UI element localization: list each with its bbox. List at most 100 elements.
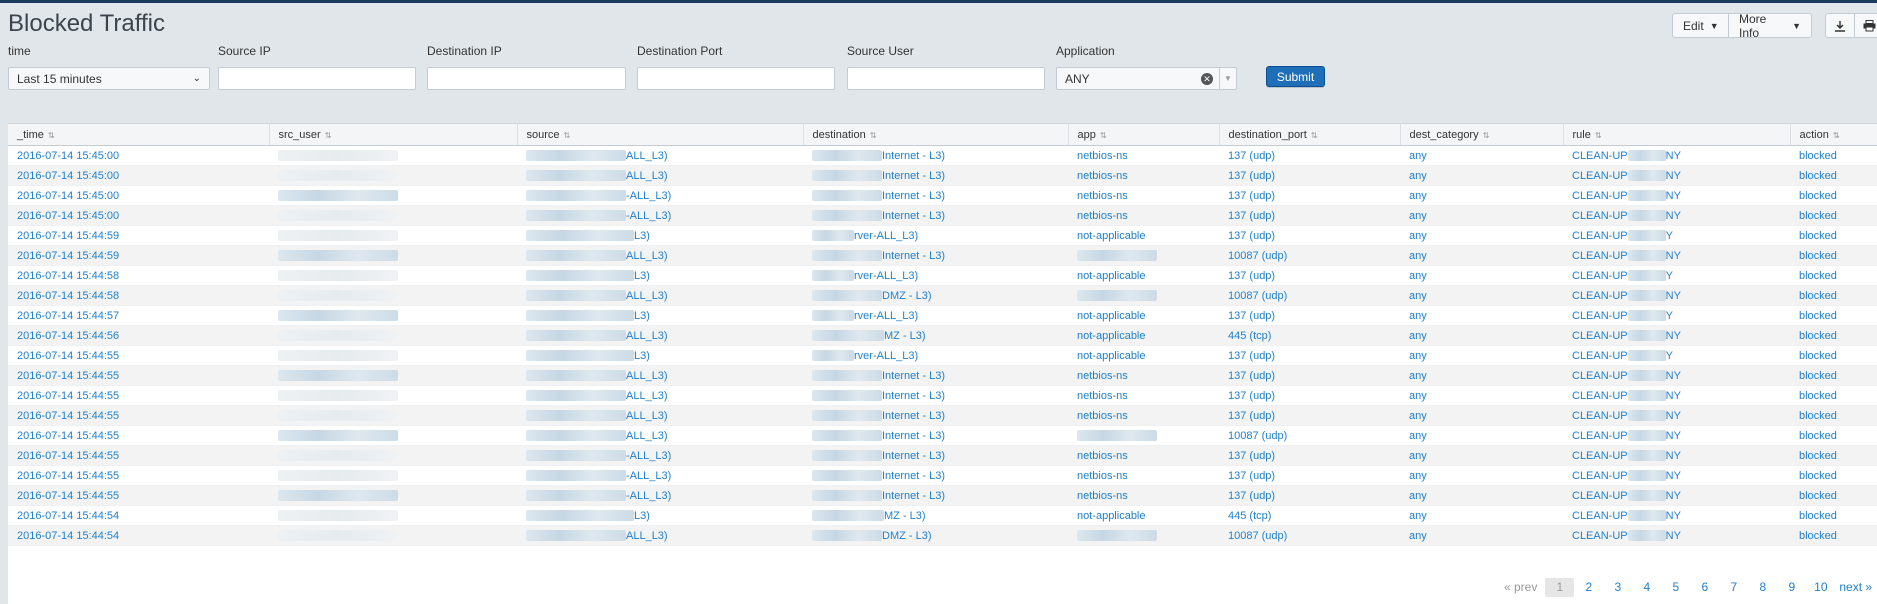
time-value[interactable]: 2016-07-14 15:44:55 [17, 409, 120, 422]
time-value[interactable]: 2016-07-14 15:45:00 [17, 189, 120, 202]
app-value[interactable]: netbios-ns [1077, 409, 1128, 422]
destination-port-value[interactable]: 10087 (udp) [1228, 249, 1288, 262]
cell-action[interactable]: blocked [1790, 305, 1877, 326]
cell-dest-category[interactable]: any [1400, 165, 1563, 186]
destination-value[interactable]: Internet - L3) [882, 449, 945, 462]
page-link-4[interactable]: 4 [1643, 579, 1651, 594]
cell-action[interactable]: blocked [1790, 225, 1877, 246]
cell-app[interactable] [1068, 285, 1219, 306]
clear-icon[interactable]: ✕ [1201, 72, 1213, 85]
rule-value[interactable]: CLEAN-UP [1572, 409, 1628, 422]
cell-dest-category[interactable]: any [1400, 325, 1563, 346]
source-value[interactable]: -ALL_L3) [626, 489, 672, 502]
dest-category-value[interactable]: any [1409, 529, 1427, 542]
app-value[interactable]: netbios-ns [1077, 449, 1128, 462]
more-info-button[interactable]: More Info ▼ [1729, 12, 1812, 40]
source-value[interactable]: L3) [634, 309, 650, 322]
rule-value-tail[interactable]: NY [1665, 369, 1681, 382]
action-value[interactable]: blocked [1799, 269, 1837, 282]
cell-destination[interactable]: rver-ALL_L3) [803, 305, 1068, 326]
cell-source[interactable]: ALL_L3) [517, 325, 803, 346]
app-value[interactable]: netbios-ns [1077, 369, 1128, 382]
cell-time[interactable]: 2016-07-14 15:44:55 [8, 365, 269, 386]
cell-rule[interactable]: CLEAN-UP NY [1563, 505, 1790, 526]
cell-dest-category[interactable]: any [1400, 285, 1563, 306]
destination-value[interactable]: DMZ - L3) [882, 289, 932, 302]
cell-time[interactable]: 2016-07-14 15:44:55 [8, 425, 269, 446]
cell-dest-category[interactable]: any [1400, 425, 1563, 446]
cell-app[interactable]: netbios-ns [1068, 165, 1219, 186]
action-value[interactable]: blocked [1799, 369, 1837, 382]
cell-destination[interactable]: MZ - L3) [803, 325, 1068, 346]
dropdown-arrow-icon[interactable]: ▼ [1219, 68, 1236, 89]
cell-app[interactable]: not-applicable [1068, 305, 1219, 326]
destination-value[interactable]: DMZ - L3) [882, 529, 932, 542]
destination-value[interactable]: Internet - L3) [882, 169, 945, 182]
action-value[interactable]: blocked [1799, 409, 1837, 422]
cell-rule[interactable]: CLEAN-UP NY [1563, 405, 1790, 426]
source-value[interactable]: ALL_L3) [626, 169, 668, 182]
source-value[interactable]: ALL_L3) [626, 529, 668, 542]
column-header-src-user[interactable]: src_user ⇅ [269, 123, 518, 146]
source-value[interactable]: ALL_L3) [626, 249, 668, 262]
destination-port-value[interactable]: 137 (udp) [1228, 309, 1276, 322]
cell-rule[interactable]: CLEAN-UP Y [1563, 225, 1790, 246]
rule-value-tail[interactable]: NY [1665, 529, 1681, 542]
cell-app[interactable]: netbios-ns [1068, 145, 1219, 166]
cell-time[interactable]: 2016-07-14 15:44:55 [8, 485, 269, 506]
cell-action[interactable]: blocked [1790, 445, 1877, 466]
destination-value[interactable]: MZ - L3) [884, 329, 926, 342]
cell-destination[interactable]: MZ - L3) [803, 505, 1068, 526]
cell-action[interactable]: blocked [1790, 365, 1877, 386]
cell-destination[interactable]: Internet - L3) [803, 245, 1068, 266]
destination-port-input[interactable] [637, 67, 835, 90]
app-value[interactable]: not-applicable [1077, 349, 1146, 362]
cell-time[interactable]: 2016-07-14 15:44:56 [8, 325, 269, 346]
action-value[interactable]: blocked [1799, 429, 1837, 442]
page-link-1[interactable]: 1 [1545, 577, 1575, 597]
rule-value[interactable]: CLEAN-UP [1572, 209, 1628, 222]
destination-port-value[interactable]: 137 (udp) [1228, 149, 1276, 162]
cell-dest-category[interactable]: any [1400, 485, 1563, 506]
destination-port-value[interactable]: 137 (udp) [1228, 469, 1276, 482]
cell-action[interactable]: blocked [1790, 425, 1877, 446]
dest-category-value[interactable]: any [1409, 189, 1427, 202]
destination-value[interactable]: rver-ALL_L3) [854, 229, 919, 242]
dest-category-value[interactable]: any [1409, 349, 1427, 362]
cell-destination[interactable]: Internet - L3) [803, 405, 1068, 426]
cell-rule[interactable]: CLEAN-UP NY [1563, 385, 1790, 406]
cell-time[interactable]: 2016-07-14 15:44:59 [8, 225, 269, 246]
rule-value[interactable]: CLEAN-UP [1572, 189, 1628, 202]
edit-button[interactable]: Edit ▼ [1672, 13, 1729, 38]
page-link-7[interactable]: 7 [1730, 579, 1738, 594]
application-multiselect[interactable]: ANY ✕ ▼ [1056, 67, 1237, 90]
rule-value[interactable]: CLEAN-UP [1572, 149, 1628, 162]
cell-action[interactable]: blocked [1790, 505, 1877, 526]
source-value[interactable]: -ALL_L3) [626, 449, 672, 462]
rule-value[interactable]: CLEAN-UP [1572, 449, 1628, 462]
cell-destination-port[interactable]: 137 (udp) [1219, 445, 1400, 466]
cell-destination-port[interactable]: 445 (tcp) [1219, 325, 1400, 346]
cell-destination-port[interactable]: 137 (udp) [1219, 345, 1400, 366]
destination-port-value[interactable]: 137 (udp) [1228, 349, 1276, 362]
cell-source[interactable]: -ALL_L3) [517, 445, 803, 466]
cell-time[interactable]: 2016-07-14 15:44:55 [8, 345, 269, 366]
app-value[interactable]: not-applicable [1077, 329, 1146, 342]
cell-source[interactable]: ALL_L3) [517, 385, 803, 406]
cell-app[interactable]: netbios-ns [1068, 465, 1219, 486]
app-value[interactable]: netbios-ns [1077, 389, 1128, 402]
time-value[interactable]: 2016-07-14 15:44:54 [17, 509, 120, 522]
cell-destination-port[interactable]: 137 (udp) [1219, 145, 1400, 166]
dest-category-value[interactable]: any [1409, 269, 1427, 282]
time-value[interactable]: 2016-07-14 15:45:00 [17, 169, 120, 182]
source-user-input[interactable] [847, 67, 1045, 90]
rule-value-tail[interactable]: Y [1665, 349, 1673, 362]
cell-destination-port[interactable]: 137 (udp) [1219, 485, 1400, 506]
destination-value[interactable]: Internet - L3) [882, 369, 945, 382]
rule-value[interactable]: CLEAN-UP [1572, 489, 1628, 502]
cell-rule[interactable]: CLEAN-UP NY [1563, 165, 1790, 186]
cell-source[interactable]: -ALL_L3) [517, 465, 803, 486]
destination-port-value[interactable]: 137 (udp) [1228, 369, 1276, 382]
destination-value[interactable]: rver-ALL_L3) [854, 309, 919, 322]
destination-value[interactable]: Internet - L3) [882, 149, 945, 162]
